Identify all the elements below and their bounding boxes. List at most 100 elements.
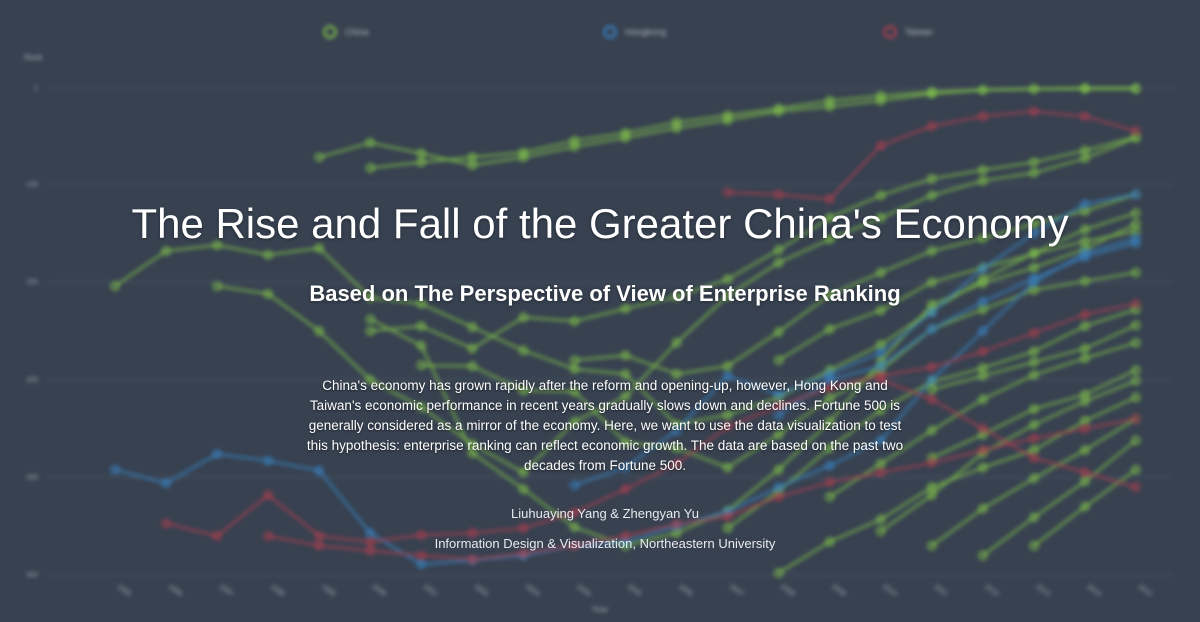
data-point <box>365 163 375 173</box>
data-point <box>1029 157 1039 167</box>
data-point <box>365 537 375 547</box>
data-point <box>365 314 375 324</box>
data-point <box>876 435 886 445</box>
data-point <box>569 480 580 490</box>
data-point <box>978 394 988 404</box>
data-point <box>518 467 529 478</box>
data-point <box>416 550 426 561</box>
data-point <box>978 263 988 274</box>
data-point <box>876 190 886 200</box>
data-point <box>671 117 682 127</box>
data-point <box>1131 267 1141 278</box>
data-point <box>671 420 682 430</box>
data-point <box>467 343 477 354</box>
data-point <box>825 96 835 106</box>
data-point <box>569 507 580 518</box>
series-line <box>726 308 1137 530</box>
data-point <box>927 375 937 385</box>
data-point <box>927 425 937 436</box>
data-point <box>927 394 937 404</box>
data-point <box>876 459 886 469</box>
data-point <box>723 511 733 522</box>
data-point <box>569 386 580 397</box>
data-point <box>467 152 477 162</box>
data-point <box>212 449 222 459</box>
data-point <box>1131 84 1141 94</box>
data-point <box>569 364 580 374</box>
data-point <box>927 541 937 551</box>
data-point <box>774 245 784 255</box>
data-point <box>825 461 835 471</box>
data-point <box>723 187 733 198</box>
data-point <box>263 531 273 541</box>
data-point <box>927 246 937 256</box>
series-line <box>216 136 1137 474</box>
data-point <box>1029 541 1039 551</box>
data-point <box>365 375 375 385</box>
data-point <box>620 531 631 541</box>
series-line <box>574 193 1137 376</box>
data-point <box>671 443 682 453</box>
data-point <box>416 360 426 370</box>
data-point <box>1131 464 1141 475</box>
data-point <box>518 484 529 494</box>
data-point <box>774 482 784 492</box>
data-point <box>1080 199 1090 209</box>
data-point <box>927 190 937 200</box>
data-point <box>723 463 733 473</box>
data-point <box>1029 106 1039 117</box>
data-point <box>774 410 784 420</box>
data-point <box>774 103 784 114</box>
data-point <box>723 291 733 301</box>
legend-label: Taiwan <box>905 27 933 37</box>
data-point <box>825 492 835 502</box>
data-point <box>518 548 529 559</box>
data-point <box>978 504 988 514</box>
data-point <box>263 250 273 260</box>
data-point <box>365 138 375 148</box>
data-point <box>978 463 988 473</box>
data-point <box>1080 84 1090 94</box>
data-point <box>774 568 784 578</box>
data-point <box>927 121 937 131</box>
data-point <box>569 522 580 532</box>
legend-label: Hongkong <box>625 27 666 37</box>
data-point <box>620 128 631 138</box>
data-point <box>212 531 222 541</box>
data-point <box>876 305 886 316</box>
data-point <box>1029 346 1039 357</box>
data-point <box>774 327 784 337</box>
series-line <box>777 230 1137 362</box>
data-point <box>263 490 273 500</box>
data-point <box>1080 236 1090 246</box>
data-point <box>927 87 937 97</box>
data-point <box>620 350 631 361</box>
data-point <box>723 361 733 371</box>
data-point <box>569 355 580 365</box>
data-point <box>467 554 477 564</box>
data-point <box>416 530 426 540</box>
data-point <box>1131 304 1141 315</box>
data-point <box>416 559 426 569</box>
data-point <box>927 384 937 395</box>
data-point <box>314 326 324 336</box>
data-point <box>416 157 426 167</box>
legend-marker <box>323 25 337 39</box>
data-point <box>365 546 375 556</box>
y-tick-label: 300 <box>26 377 38 384</box>
data-point <box>978 371 988 381</box>
data-point <box>161 246 171 256</box>
legend-label: China <box>345 27 369 37</box>
x-axis-title: Year <box>592 605 609 614</box>
data-point <box>978 278 988 288</box>
data-point <box>978 429 988 440</box>
data-point <box>263 456 273 466</box>
series-line <box>931 368 1137 460</box>
data-point <box>927 277 937 287</box>
data-point <box>774 492 784 502</box>
chart-legend[interactable]: China Hongkong Taiwan <box>323 25 934 39</box>
data-point <box>1080 309 1090 320</box>
data-point <box>314 243 324 253</box>
data-point <box>876 405 886 415</box>
data-point <box>671 338 682 348</box>
